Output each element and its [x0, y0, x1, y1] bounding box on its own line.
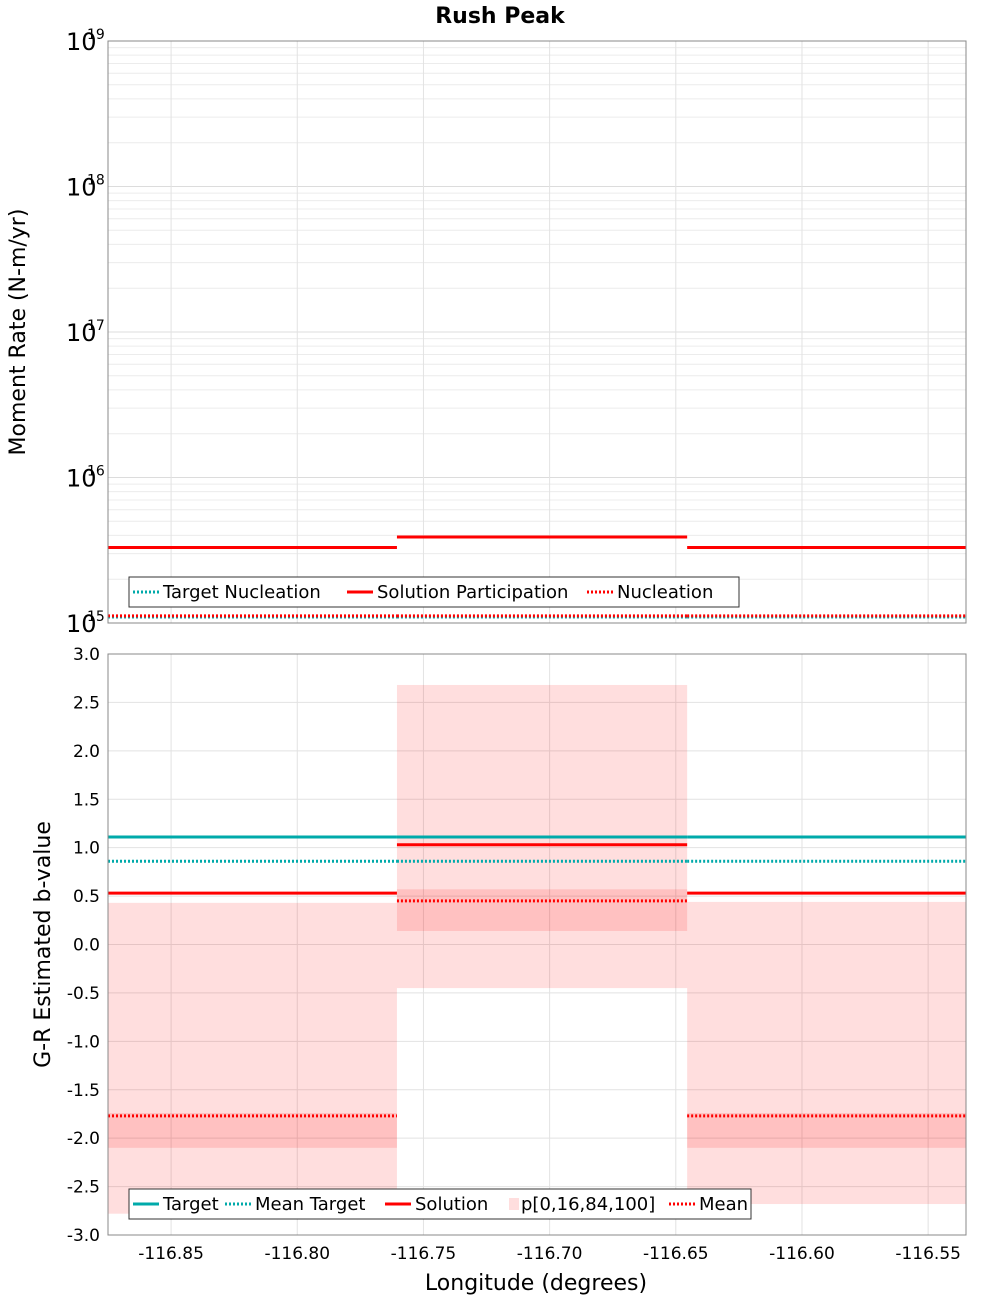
y-tick-exponent: 18 — [87, 173, 105, 189]
y-tick-label: 3.0 — [73, 645, 100, 665]
y-tick-base: 10 — [66, 174, 97, 202]
percentile-band-inner — [108, 1112, 397, 1148]
y-axis-label: Moment Rate (N-m/yr) — [6, 209, 31, 456]
y-tick-label: 2.5 — [73, 693, 100, 713]
legend-label: Solution — [415, 1194, 488, 1215]
y-tick-base: 10 — [66, 28, 97, 56]
y-tick-label: 0.0 — [73, 936, 100, 956]
legend-swatch — [509, 1198, 519, 1210]
y-tick-exponent: 15 — [87, 609, 105, 625]
b-value-panel: -3.0 -2.5 -2.0 -1.5 -1.0 -0.5 0.0 0.5 1.0 1.5 2.0 2… — [31, 645, 967, 1264]
y-tick-label: -0.5 — [67, 984, 100, 1004]
y-tick-label: -1.5 — [67, 1081, 100, 1101]
legend-label: Nucleation — [617, 582, 713, 603]
plot-border — [107, 653, 967, 1236]
legend-label: Mean Target — [255, 1194, 365, 1215]
y-tick-exponent: 19 — [87, 27, 105, 43]
x-tick-label: -116.60 — [769, 1244, 835, 1264]
x-tick-label: -116.85 — [138, 1244, 204, 1264]
y-tick-label: -2.5 — [67, 1178, 100, 1198]
chart-title: Rush Peak — [435, 4, 566, 29]
y-tick-base: 10 — [66, 465, 97, 493]
x-tick-label: -116.55 — [895, 1244, 961, 1264]
percentile-band-inner — [396, 889, 688, 931]
percentile-band-inner — [687, 1112, 966, 1148]
legend-label: Solution Participation — [377, 582, 568, 603]
percentile-band-outer — [108, 902, 397, 1214]
y-tick-exponent: 16 — [87, 464, 105, 480]
x-tick-label: -116.75 — [391, 1244, 457, 1264]
x-tick-label: -116.70 — [517, 1244, 583, 1264]
y-tick-base: 10 — [66, 319, 97, 347]
y-tick-label: -3.0 — [67, 1226, 100, 1246]
legend-label: Target — [162, 1194, 219, 1215]
legend-label: Target Nucleation — [162, 582, 321, 603]
y-tick-label: -1.0 — [67, 1032, 100, 1052]
legend-box — [128, 1188, 752, 1220]
y-tick-exponent: 17 — [87, 318, 105, 334]
y-tick-label: 1.5 — [73, 790, 100, 810]
legend: Target Nucleation Solution Participation N… — [128, 576, 740, 608]
y-tick-base: 10 — [66, 610, 97, 638]
y-axis-label: G-R Estimated b-value — [31, 821, 56, 1068]
y-tick-label: 0.5 — [73, 887, 100, 907]
y-tick-label: 1.0 — [73, 839, 100, 859]
legend-label: p[0,16,84,100] — [521, 1194, 655, 1215]
x-tick-label: -116.65 — [643, 1244, 709, 1264]
y-tick-label: -2.0 — [67, 1129, 100, 1149]
plot-border — [107, 40, 967, 624]
x-axis-label: Longitude (degrees) — [425, 1271, 647, 1296]
x-tick-label: -116.80 — [264, 1244, 330, 1264]
legend-box — [128, 576, 740, 608]
y-tick-label: 2.0 — [73, 742, 100, 762]
legend-label: Mean — [699, 1194, 748, 1215]
percentile-band-outer — [687, 901, 966, 1205]
legend: Target Mean Target Solution p[0,16,84,100] M… — [128, 1188, 752, 1220]
